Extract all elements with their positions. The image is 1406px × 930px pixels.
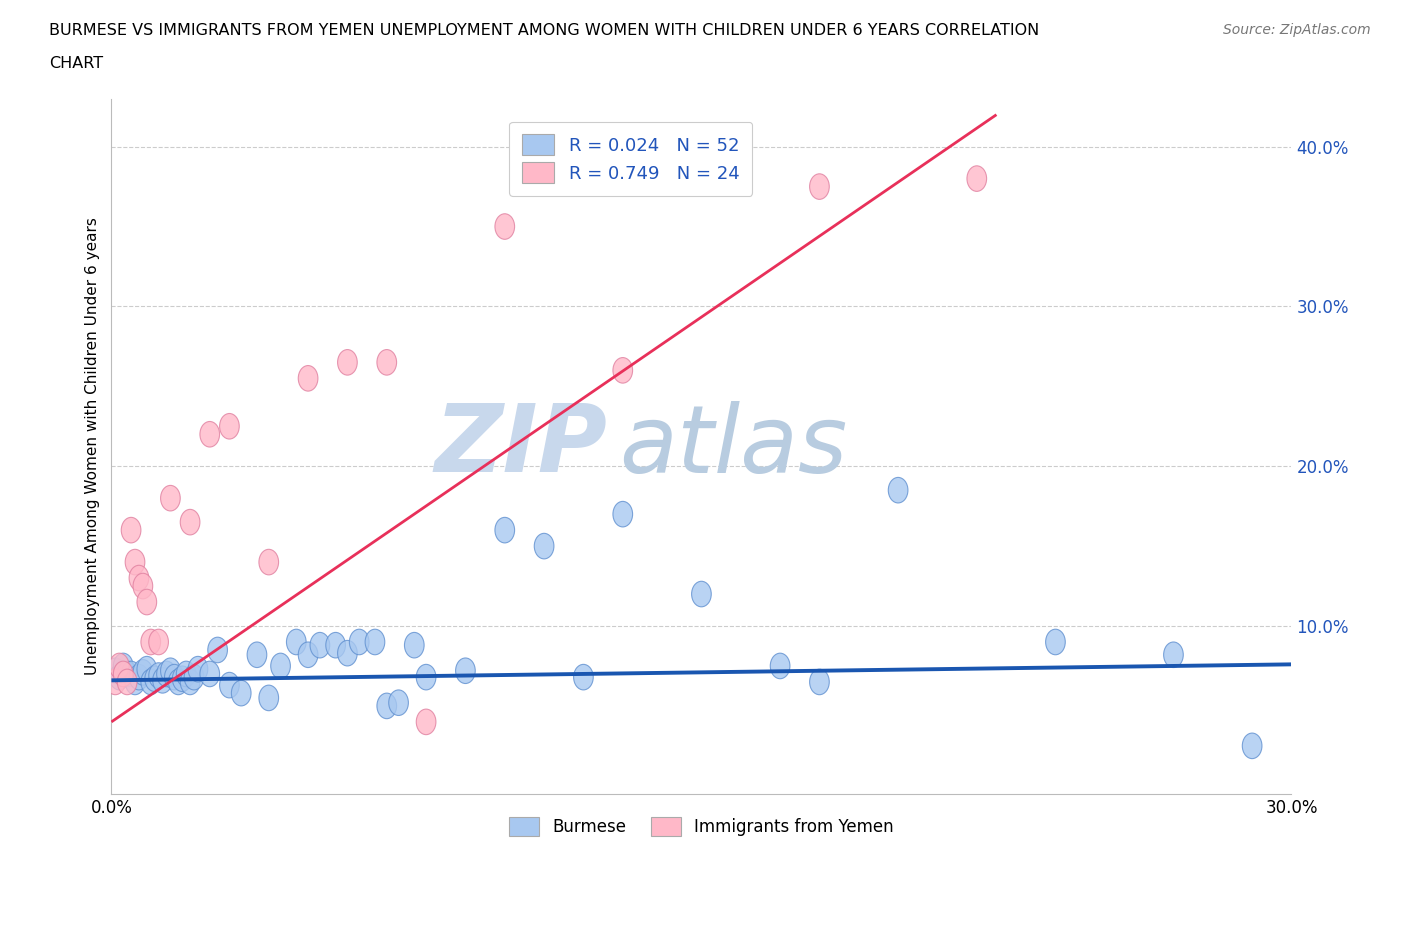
Ellipse shape bbox=[149, 663, 169, 688]
Ellipse shape bbox=[149, 630, 169, 655]
Ellipse shape bbox=[613, 501, 633, 527]
Ellipse shape bbox=[160, 658, 180, 684]
Ellipse shape bbox=[326, 632, 346, 658]
Ellipse shape bbox=[770, 653, 790, 679]
Text: Source: ZipAtlas.com: Source: ZipAtlas.com bbox=[1223, 23, 1371, 37]
Ellipse shape bbox=[219, 672, 239, 698]
Ellipse shape bbox=[298, 642, 318, 668]
Text: CHART: CHART bbox=[49, 56, 103, 71]
Ellipse shape bbox=[136, 657, 156, 682]
Ellipse shape bbox=[153, 668, 173, 693]
Ellipse shape bbox=[134, 659, 153, 685]
Ellipse shape bbox=[1046, 630, 1066, 655]
Ellipse shape bbox=[416, 664, 436, 690]
Ellipse shape bbox=[287, 630, 307, 655]
Ellipse shape bbox=[129, 664, 149, 690]
Ellipse shape bbox=[134, 573, 153, 599]
Ellipse shape bbox=[574, 664, 593, 690]
Ellipse shape bbox=[456, 658, 475, 684]
Ellipse shape bbox=[176, 661, 195, 686]
Ellipse shape bbox=[613, 357, 633, 383]
Ellipse shape bbox=[1243, 733, 1263, 759]
Ellipse shape bbox=[349, 630, 368, 655]
Ellipse shape bbox=[136, 590, 156, 615]
Ellipse shape bbox=[967, 166, 987, 192]
Ellipse shape bbox=[377, 350, 396, 375]
Text: BURMESE VS IMMIGRANTS FROM YEMEN UNEMPLOYMENT AMONG WOMEN WITH CHILDREN UNDER 6 : BURMESE VS IMMIGRANTS FROM YEMEN UNEMPLO… bbox=[49, 23, 1039, 38]
Ellipse shape bbox=[173, 666, 193, 692]
Ellipse shape bbox=[117, 661, 136, 686]
Ellipse shape bbox=[141, 630, 160, 655]
Ellipse shape bbox=[232, 681, 252, 706]
Ellipse shape bbox=[810, 670, 830, 695]
Text: ZIP: ZIP bbox=[434, 400, 607, 492]
Ellipse shape bbox=[156, 661, 176, 686]
Ellipse shape bbox=[1164, 642, 1184, 668]
Ellipse shape bbox=[141, 670, 160, 695]
Ellipse shape bbox=[416, 709, 436, 735]
Ellipse shape bbox=[160, 485, 180, 511]
Y-axis label: Unemployment Among Women with Children Under 6 years: Unemployment Among Women with Children U… bbox=[86, 218, 100, 675]
Ellipse shape bbox=[405, 632, 425, 658]
Ellipse shape bbox=[810, 174, 830, 199]
Ellipse shape bbox=[200, 661, 219, 686]
Ellipse shape bbox=[105, 658, 125, 684]
Ellipse shape bbox=[534, 533, 554, 559]
Ellipse shape bbox=[125, 670, 145, 695]
Ellipse shape bbox=[180, 510, 200, 535]
Text: atlas: atlas bbox=[619, 401, 846, 492]
Ellipse shape bbox=[388, 690, 408, 715]
Ellipse shape bbox=[692, 581, 711, 607]
Ellipse shape bbox=[377, 693, 396, 719]
Ellipse shape bbox=[184, 664, 204, 690]
Ellipse shape bbox=[298, 365, 318, 392]
Ellipse shape bbox=[271, 653, 291, 679]
Ellipse shape bbox=[200, 421, 219, 447]
Ellipse shape bbox=[110, 664, 129, 690]
Ellipse shape bbox=[259, 550, 278, 575]
Ellipse shape bbox=[165, 664, 184, 690]
Ellipse shape bbox=[889, 477, 908, 503]
Ellipse shape bbox=[129, 565, 149, 591]
Ellipse shape bbox=[247, 642, 267, 668]
Ellipse shape bbox=[121, 517, 141, 543]
Ellipse shape bbox=[169, 670, 188, 695]
Ellipse shape bbox=[180, 670, 200, 695]
Ellipse shape bbox=[495, 214, 515, 239]
Ellipse shape bbox=[188, 657, 208, 682]
Ellipse shape bbox=[366, 630, 385, 655]
Ellipse shape bbox=[117, 670, 136, 695]
Ellipse shape bbox=[208, 637, 228, 663]
Ellipse shape bbox=[121, 661, 141, 686]
Ellipse shape bbox=[259, 685, 278, 711]
Ellipse shape bbox=[495, 517, 515, 543]
Legend: Burmese, Immigrants from Yemen: Burmese, Immigrants from Yemen bbox=[498, 805, 905, 848]
Ellipse shape bbox=[114, 653, 134, 679]
Ellipse shape bbox=[114, 661, 134, 686]
Ellipse shape bbox=[105, 670, 125, 695]
Ellipse shape bbox=[125, 550, 145, 575]
Ellipse shape bbox=[337, 641, 357, 666]
Ellipse shape bbox=[219, 414, 239, 439]
Ellipse shape bbox=[311, 632, 330, 658]
Ellipse shape bbox=[110, 653, 129, 679]
Ellipse shape bbox=[337, 350, 357, 375]
Ellipse shape bbox=[145, 666, 165, 692]
